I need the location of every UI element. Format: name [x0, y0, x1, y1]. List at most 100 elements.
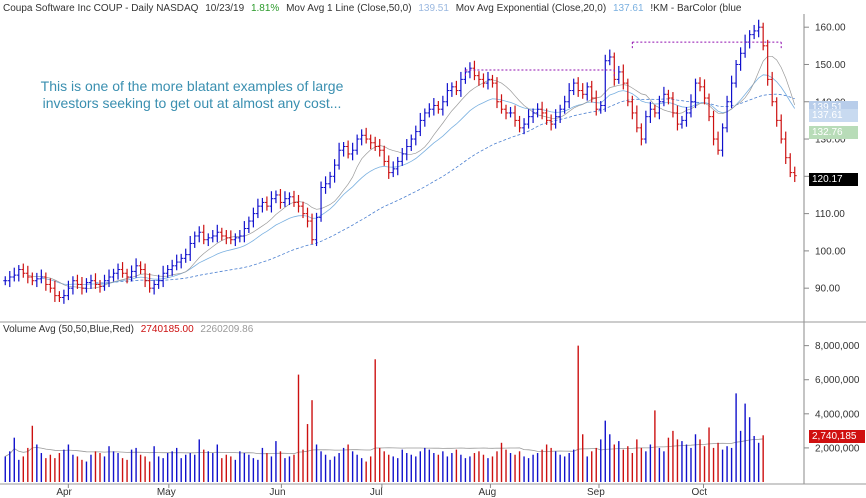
ema20-line [41, 74, 796, 285]
price-bar [219, 227, 224, 241]
price-bar [183, 248, 188, 263]
price-bar [508, 106, 513, 118]
price-bar [305, 207, 310, 228]
price-bar [12, 267, 17, 282]
price-tag-other: 132.76 [809, 126, 858, 139]
price-bar [39, 269, 44, 284]
volume-avg-value: 2260209.86 [200, 324, 254, 335]
price-bar [607, 49, 612, 66]
price-bar [765, 39, 770, 86]
price-bar [571, 78, 576, 96]
price-bar [296, 194, 301, 213]
volume-tick-label: 2,000,000 [815, 443, 860, 454]
price-bar [684, 106, 689, 127]
price-bar [598, 101, 603, 114]
price-bar [7, 271, 12, 288]
price-bar [255, 198, 260, 219]
price-bar [625, 78, 630, 107]
month-label: Apr [56, 487, 72, 498]
month-label: May [157, 487, 176, 498]
volume-tick-label: 6,000,000 [815, 375, 860, 386]
price-bar [418, 112, 423, 137]
price-tag-ema20: 137.61 [809, 109, 858, 122]
price-bar [652, 104, 657, 118]
resistance-lines [464, 41, 782, 78]
price-bar [391, 161, 396, 178]
price-bar [323, 176, 328, 194]
price-bar [688, 94, 693, 118]
price-bar [427, 103, 432, 118]
price-bar [310, 213, 315, 245]
price-bar [355, 134, 360, 155]
price-bar [490, 74, 495, 88]
price-bar [364, 127, 369, 144]
price-bar [328, 171, 333, 189]
month-label: Sep [587, 487, 605, 498]
price-bar [540, 101, 545, 120]
price-bar [201, 224, 206, 245]
price-bar [725, 95, 730, 133]
price-bar [210, 230, 215, 243]
price-bar [661, 86, 666, 107]
price-bar [445, 83, 450, 107]
price-bar [716, 131, 721, 155]
price-bar [3, 276, 8, 286]
price-bar [752, 24, 757, 40]
price-bar [143, 263, 148, 288]
price-bar [639, 123, 644, 146]
price-bar [666, 89, 671, 105]
price-bar [79, 276, 84, 295]
price-bar [413, 125, 418, 146]
price-bar [386, 155, 391, 179]
price-bar [373, 136, 378, 151]
chart-axes: 160.00150.00140.00130.00120.00110.00100.… [0, 14, 866, 498]
price-bar [70, 276, 75, 295]
price-bar [747, 30, 752, 49]
price-bar [729, 75, 734, 109]
price-bar [702, 79, 707, 105]
price-bar [188, 235, 193, 261]
price-bar [431, 98, 436, 116]
price-bar [720, 123, 725, 157]
price-bar [458, 71, 463, 97]
price-bar [657, 95, 662, 120]
price-bar [522, 118, 527, 135]
price-bar [282, 191, 287, 207]
price-bar [648, 101, 653, 124]
price-bar [594, 90, 599, 116]
price-bar [544, 108, 549, 125]
price-bar [549, 114, 554, 131]
price-bar [698, 77, 703, 92]
price-bar [107, 269, 112, 288]
price-bars [3, 19, 797, 304]
price-bar [84, 278, 89, 293]
price-tick-label: 160.00 [815, 23, 846, 34]
price-bar [485, 71, 490, 90]
price-bar [693, 78, 698, 109]
volume-value: 2740185.00 [140, 324, 194, 335]
volume-tick-label: 4,000,000 [815, 409, 860, 420]
price-bar [233, 233, 238, 247]
price-bar [576, 77, 581, 97]
price-bar [395, 156, 400, 176]
price-bar [251, 207, 256, 228]
price-bar [301, 201, 306, 219]
price-bar [192, 231, 197, 248]
volume-tick-label: 8,000,000 [815, 341, 860, 352]
ma10-line [27, 55, 796, 289]
price-bar [675, 105, 680, 131]
price-bar [517, 115, 522, 133]
moving-average-lines [27, 55, 796, 289]
price-bar [562, 95, 567, 114]
month-label: Jun [269, 487, 285, 498]
price-bar [246, 216, 251, 233]
price-bar [341, 142, 346, 157]
price-bar [603, 54, 608, 112]
price-bar [52, 280, 57, 302]
price-bar [436, 101, 441, 114]
price-bar [409, 134, 414, 151]
price-bar [134, 258, 139, 278]
price-tick-label: 90.00 [815, 284, 840, 295]
price-bar [138, 261, 143, 275]
